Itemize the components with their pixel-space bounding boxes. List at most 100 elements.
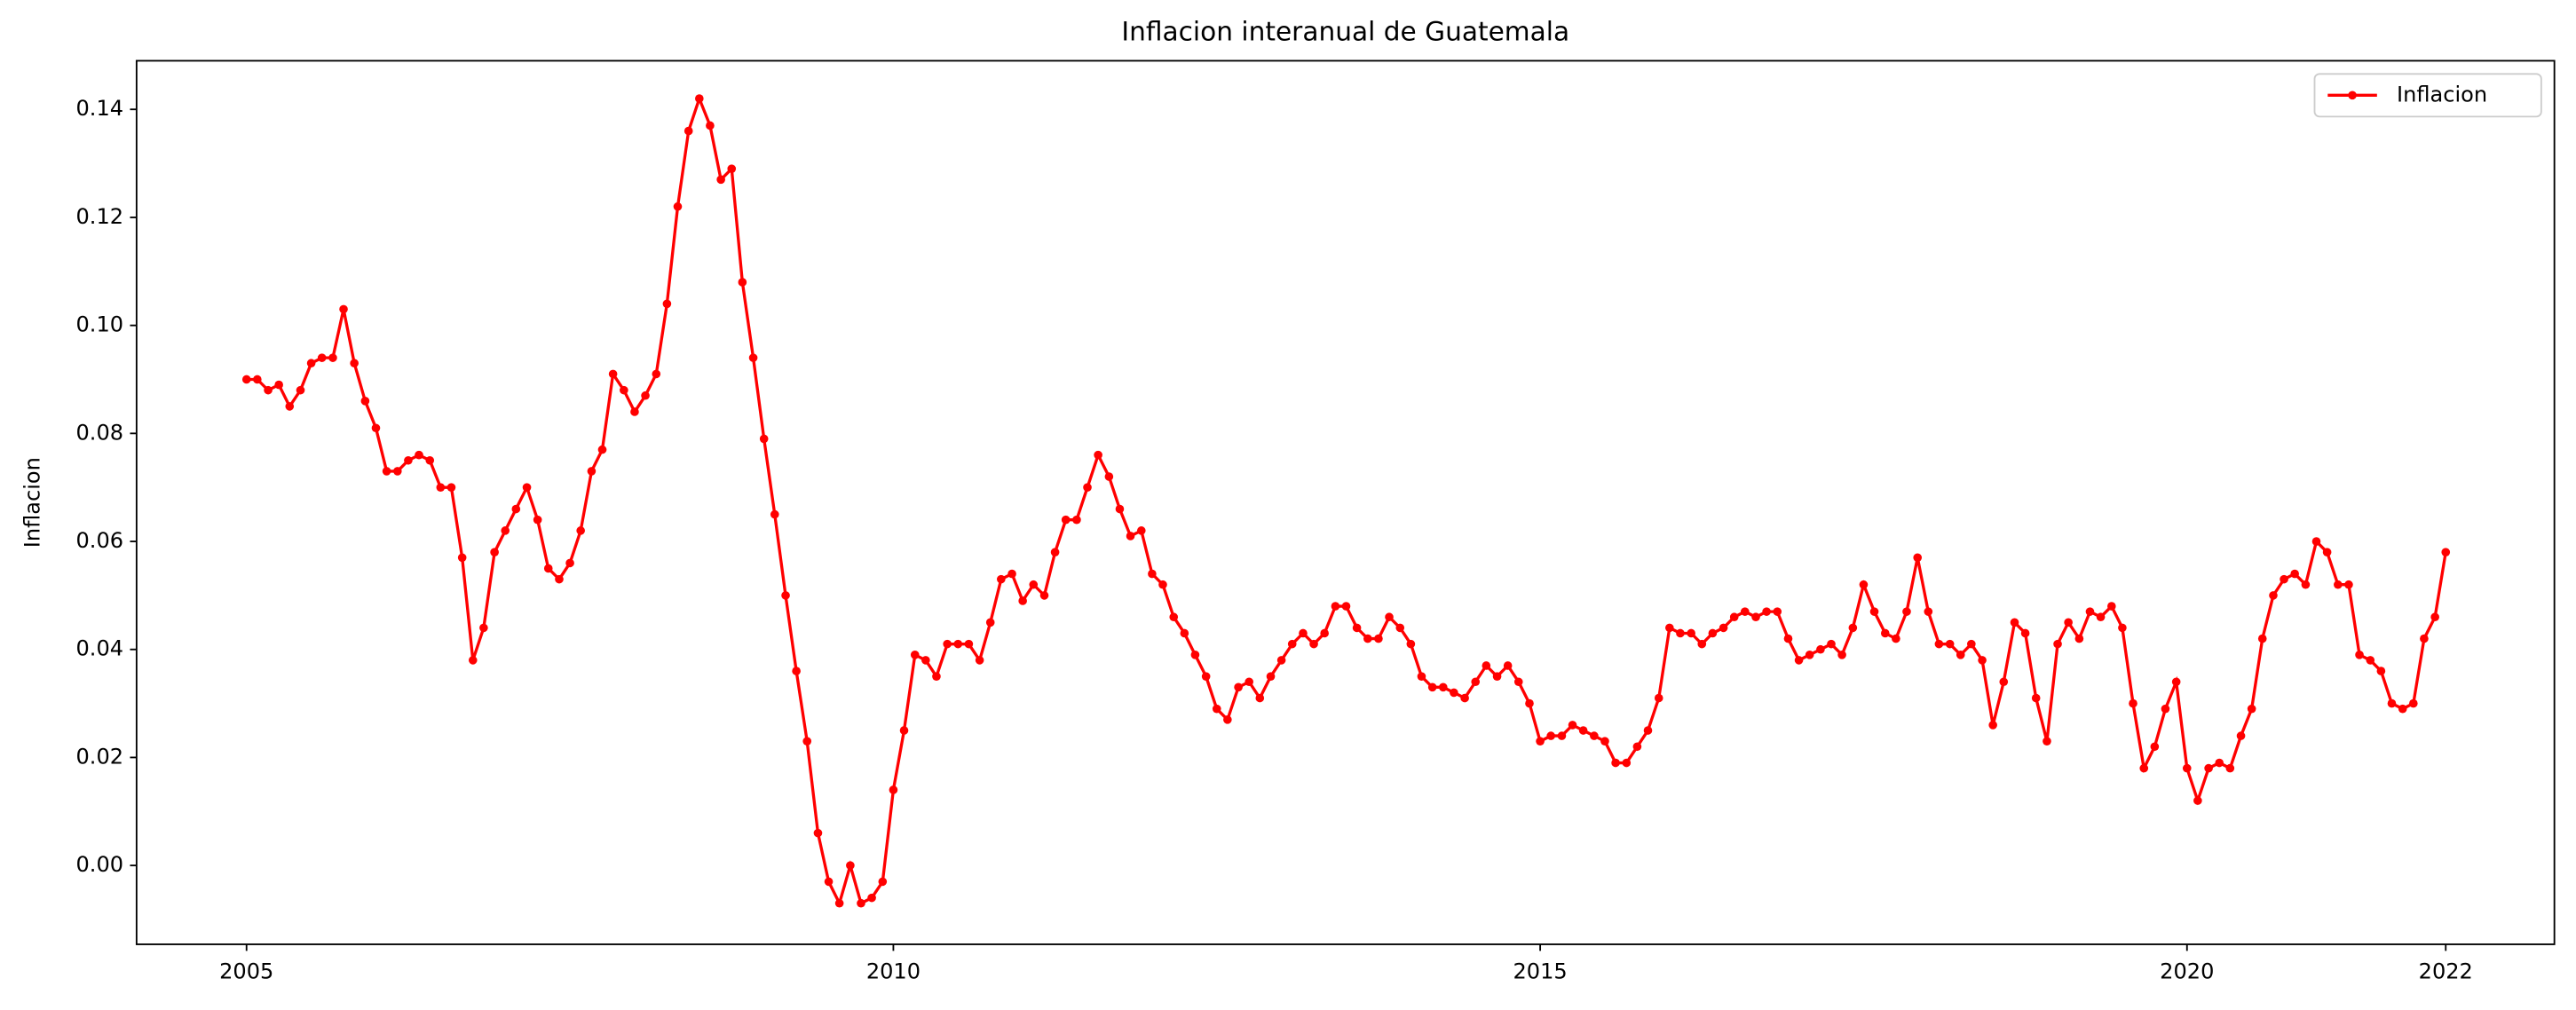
data-point (339, 304, 348, 314)
data-point (1956, 651, 1965, 659)
data-point (1729, 612, 1739, 622)
data-point (738, 278, 747, 287)
data-point (1654, 693, 1663, 703)
data-point (2010, 618, 2019, 627)
data-point (662, 299, 672, 309)
data-point (2441, 548, 2451, 557)
data-point (1880, 628, 1890, 638)
data-point (2387, 698, 2397, 708)
data-point (1341, 602, 1351, 611)
data-point (2322, 548, 2332, 557)
data-point (1309, 639, 1318, 649)
data-point (446, 483, 456, 492)
data-point (1136, 526, 1146, 535)
data-point (1794, 656, 1804, 665)
data-point (2085, 607, 2095, 616)
data-point (1299, 628, 1308, 638)
data-point (2020, 628, 2030, 638)
y-tick-label: 0.08 (76, 420, 124, 445)
data-point (1320, 628, 1329, 638)
data-point (781, 591, 790, 600)
chart-title: Inflacion interanual de Guatemala (1121, 17, 1569, 47)
data-point (802, 737, 812, 746)
data-point (2031, 693, 2041, 703)
data-point (1406, 639, 1416, 649)
data-point (1773, 607, 1782, 616)
data-point (587, 467, 597, 476)
data-point (1600, 737, 1609, 746)
data-point (846, 861, 855, 870)
data-point (1266, 672, 1276, 681)
data-point (382, 467, 391, 476)
data-point (522, 483, 532, 492)
data-point (1536, 737, 1545, 746)
data-point (1492, 672, 1502, 681)
data-point (1708, 628, 1718, 638)
data-point (2290, 569, 2299, 579)
data-point (543, 564, 553, 573)
data-point (1934, 639, 1944, 649)
data-point (695, 94, 704, 103)
data-point (1676, 628, 1685, 638)
data-point (1287, 639, 1297, 649)
y-tick-label: 0.14 (76, 96, 124, 121)
data-point (2301, 580, 2311, 589)
data-point (468, 656, 478, 665)
data-point (317, 353, 327, 362)
data-point (1902, 607, 1911, 616)
data-point (2420, 634, 2429, 643)
data-point (1460, 693, 1469, 703)
data-point (1503, 661, 1513, 670)
data-point (296, 385, 305, 395)
data-point (1223, 715, 1232, 724)
data-point (943, 639, 952, 649)
data-point (1697, 639, 1707, 649)
data-point (1083, 483, 1092, 492)
data-point (1104, 472, 1114, 481)
data-point (1255, 693, 1265, 703)
data-point (985, 618, 995, 627)
data-point (1622, 758, 1632, 768)
data-point (2430, 612, 2439, 622)
data-point (1018, 596, 1027, 605)
data-point (899, 726, 909, 735)
data-point (1719, 623, 1728, 633)
data-point (1978, 656, 1987, 665)
data-point (1848, 623, 1858, 633)
data-point (1525, 698, 1534, 708)
data-point (1611, 758, 1620, 768)
y-tick-label: 0.10 (76, 312, 124, 337)
data-point (975, 656, 984, 665)
data-point (555, 574, 564, 584)
x-tick-label: 2020 (2160, 959, 2214, 983)
data-point (1632, 742, 1642, 752)
data-point (576, 526, 585, 535)
data-point (2182, 763, 2192, 773)
data-point (1427, 683, 1437, 692)
data-point (1827, 639, 1836, 649)
data-point (1999, 677, 2009, 687)
data-point (1945, 639, 1955, 649)
data-point (1568, 721, 1577, 730)
data-point (1557, 731, 1567, 740)
plot-area: 0.00 0.02 0.04 0.06 0.08 0.10 0.12 0.14 2005 2010… (76, 94, 2473, 983)
data-point (1687, 628, 1695, 638)
data-point (371, 423, 381, 433)
data-point (716, 175, 725, 185)
axes-frame (135, 59, 2556, 945)
data-point (393, 467, 402, 476)
y-tick-label: 0.06 (76, 528, 124, 553)
x-tick-label: 2010 (866, 959, 921, 983)
data-point (2129, 698, 2137, 708)
data-point (2225, 763, 2235, 773)
data-point (2398, 704, 2407, 714)
data-point (1050, 548, 1060, 557)
data-point (285, 402, 295, 411)
data-point (1417, 672, 1426, 681)
data-point (1395, 623, 1405, 633)
data-point (1751, 612, 1760, 622)
data-point (889, 785, 898, 794)
data-point (1578, 726, 1588, 735)
